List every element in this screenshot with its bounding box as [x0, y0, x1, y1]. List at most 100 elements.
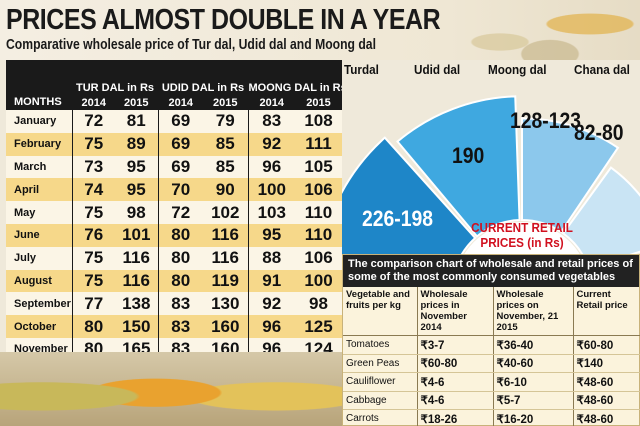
price-cell: 72 [71, 110, 115, 133]
category-label-chana: Chana dal [574, 62, 630, 77]
veg-col-header: Wholesale prices on November, 21 2015 [492, 287, 573, 336]
price-cell: 69 [157, 110, 203, 133]
lentil-photo-decoration [440, 0, 640, 60]
table-row: July 75 116 80 116 88 106 [6, 246, 343, 270]
table-row: August 75 116 80 119 91 100 [6, 269, 343, 293]
vegetable-price-cell: ₹3-7 [416, 335, 493, 355]
price-cell: 76 [71, 223, 115, 247]
month-cell: April [6, 178, 72, 202]
tur-dal-header: TUR DAL in Rs [71, 60, 158, 96]
year-header: 2014 [157, 96, 203, 110]
category-label-udid: Udid dal [414, 62, 461, 77]
price-cell: 98 [295, 292, 343, 316]
price-cell: 98 [115, 201, 158, 224]
category-label-moong: Moong dal [488, 62, 547, 77]
price-cell: 88 [247, 246, 295, 270]
month-cell: February [6, 132, 72, 156]
vegetable-price-cell: ₹4-6 [416, 372, 493, 392]
price-cell: 73 [71, 155, 115, 179]
vegetable-name-cell: Carrots [343, 409, 417, 426]
vegetable-price-cell: ₹48-60 [572, 372, 640, 392]
table-row: February 75 89 69 85 92 111 [6, 132, 343, 156]
table-row: Cabbage ₹4-6 ₹5-7 ₹48-60 [343, 391, 640, 410]
table-row: Cauliflower ₹4-6 ₹6-10 ₹48-60 [343, 372, 640, 392]
page-subtitle: Comparative wholesale price of Tur dal, … [6, 37, 376, 53]
price-cell: 75 [71, 246, 115, 270]
price-cell: 100 [295, 269, 343, 293]
vegetable-price-cell: ₹140 [572, 354, 640, 373]
price-cell: 110 [295, 201, 343, 224]
year-header: 2014 [71, 96, 115, 110]
price-cell: 92 [247, 132, 295, 156]
retail-price-caption: CURRENT RETAIL PRICES (in Rs) [471, 220, 573, 250]
year-header: 2014 [247, 96, 295, 110]
month-cell: May [6, 201, 72, 224]
price-cell: 105 [295, 155, 343, 179]
price-cell: 106 [295, 246, 343, 270]
vegetable-price-cell: ₹36-40 [492, 335, 573, 355]
vegetable-price-cell: ₹16-20 [492, 409, 573, 426]
price-cell: 130 [203, 292, 248, 316]
month-cell: June [6, 223, 72, 247]
wedge-moong [521, 117, 620, 234]
table-row: Tomatoes ₹3-7 ₹36-40 ₹60-80 [343, 335, 640, 355]
price-cell: 80 [157, 269, 203, 293]
table-row: June 76 101 80 116 95 110 [6, 223, 343, 247]
price-cell: 75 [71, 269, 115, 293]
price-cell: 81 [115, 110, 158, 133]
price-cell: 85 [203, 132, 248, 156]
price-cell: 96 [247, 155, 295, 179]
year-header: 2015 [203, 96, 248, 110]
months-header: MONTHS [6, 60, 72, 110]
price-cell: 160 [203, 315, 248, 338]
month-cell: August [6, 269, 72, 293]
vegetable-name-cell: Green Peas [343, 354, 417, 373]
price-cell: 95 [115, 178, 158, 202]
price-cell: 100 [247, 178, 295, 202]
udid-dal-header: UDID DAL in Rs [157, 60, 248, 96]
price-cell: 111 [295, 132, 343, 156]
price-cell: 119 [203, 269, 248, 293]
vegetable-price-cell: ₹48-60 [572, 391, 640, 410]
price-cell: 91 [247, 269, 295, 293]
vegetable-name-cell: Tomatoes [343, 335, 417, 355]
moong-dal-header: MOONG DAL in Rs [247, 60, 343, 96]
table-row: March 73 95 69 85 96 105 [6, 155, 343, 179]
price-cell: 83 [157, 292, 203, 316]
price-cell: 138 [115, 292, 158, 316]
price-cell: 108 [295, 110, 343, 133]
price-cell: 96 [247, 315, 295, 338]
price-cell: 102 [203, 201, 248, 224]
price-cell: 77 [71, 292, 115, 316]
vegetable-price-cell: ₹48-60 [572, 409, 640, 426]
price-cell: 116 [203, 223, 248, 247]
wedge-turdal [342, 136, 477, 254]
price-cell: 95 [247, 223, 295, 247]
table-row: Carrots ₹18-26 ₹16-20 ₹48-60 [343, 409, 640, 426]
vegetable-table-title: The comparison chart of wholesale and re… [343, 255, 639, 287]
price-cell: 75 [71, 201, 115, 224]
vegetable-price-cell: ₹6-10 [492, 372, 573, 392]
price-cell: 83 [247, 110, 295, 133]
table-row: October 80 150 83 160 96 125 [6, 315, 343, 338]
month-cell: January [6, 110, 72, 133]
month-cell: July [6, 246, 72, 270]
retail-price-fan-chart: Turdal Udid dal Moong dal Chana dal 226-… [342, 60, 640, 254]
vegetable-price-cell: ₹18-26 [416, 409, 493, 426]
year-header: 2015 [115, 96, 158, 110]
table-row: April 74 95 70 90 100 106 [6, 178, 343, 202]
vegetable-price-cell: ₹4-6 [416, 391, 493, 410]
vegetable-price-table: Vegetable and fruits per kg Wholesale pr… [343, 287, 640, 426]
price-cell: 80 [157, 246, 203, 270]
price-cell: 101 [115, 223, 158, 247]
price-cell: 150 [115, 315, 158, 338]
price-cell: 116 [203, 246, 248, 270]
page-title: PRICES ALMOST DOUBLE IN A YEAR [6, 4, 441, 36]
year-header: 2015 [295, 96, 343, 110]
vegetable-name-cell: Cabbage [343, 391, 417, 410]
month-cell: March [6, 155, 72, 179]
vegetable-price-cell: ₹5-7 [492, 391, 573, 410]
value-label-turdal: 226-198 [362, 206, 434, 231]
veg-col-header: Wholesale prices in November 2014 [416, 287, 493, 336]
price-cell: 80 [71, 315, 115, 338]
